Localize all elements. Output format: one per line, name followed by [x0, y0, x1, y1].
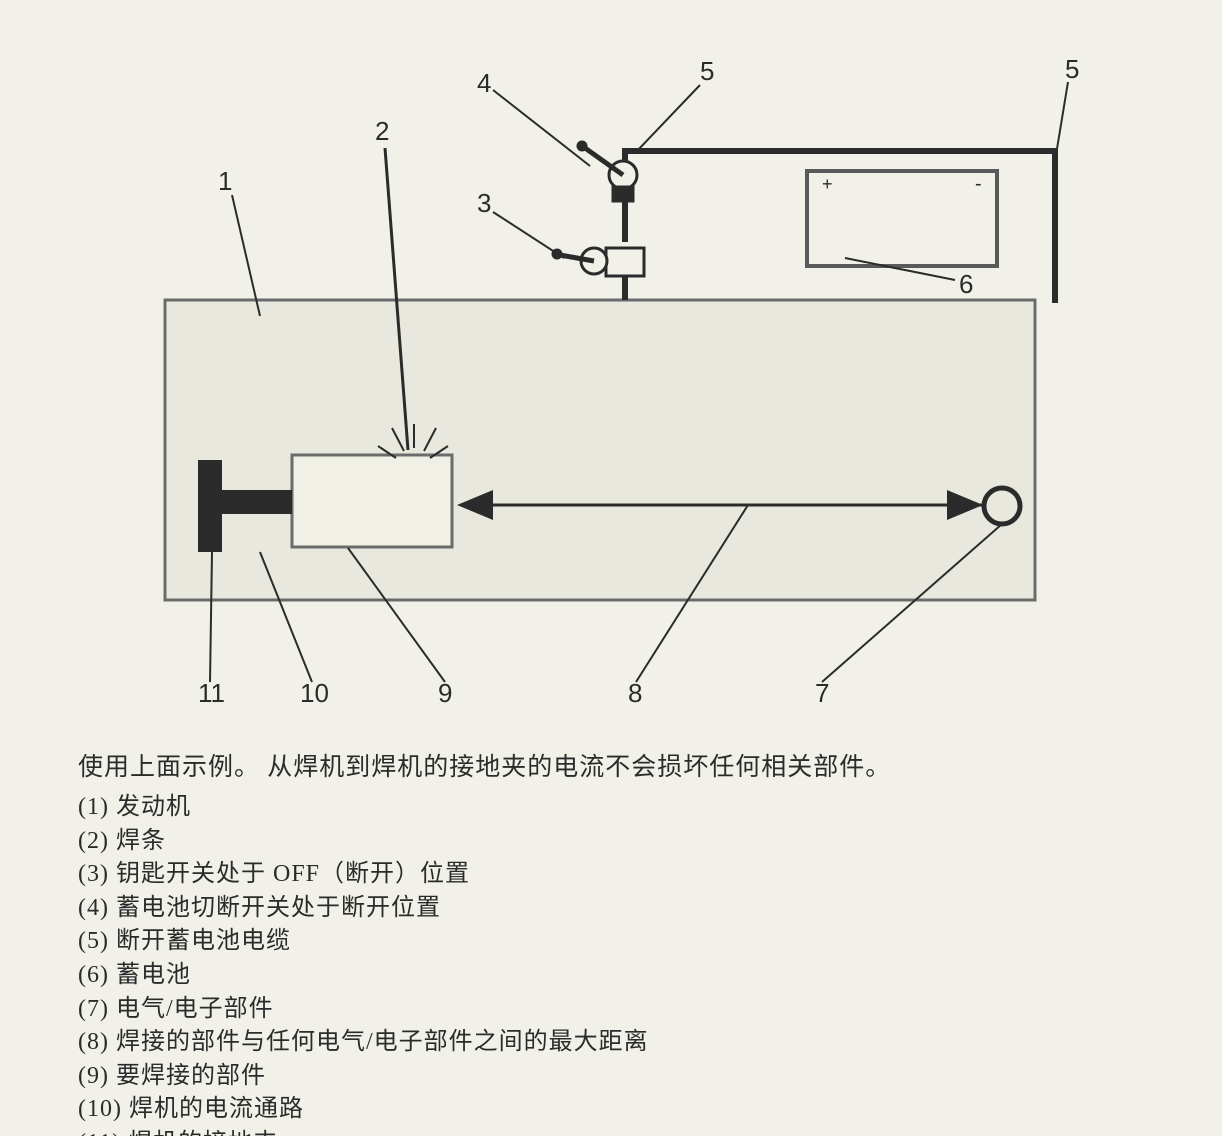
wiring-diagram: + -: [0, 0, 1222, 760]
legend-item-8: (8) 焊接的部件与任何电气/电子部件之间的最大距离: [78, 1026, 1138, 1060]
callout-1: 1: [218, 166, 232, 196]
callout-5a: 5: [700, 56, 714, 86]
callout-2: 2: [375, 116, 389, 146]
caption-block: 使用上面示例。 从焊机到焊机的接地夹的电流不会损坏任何相关部件。 (1) 发动机…: [78, 750, 1138, 1136]
legend-item-3: (3) 钥匙开关处于 OFF（断开）位置: [78, 858, 1138, 892]
callout-6: 6: [959, 269, 973, 299]
legend-item-6: (6) 蓄电池: [78, 959, 1138, 993]
legend-item-7: (7) 电气/电子部件: [78, 993, 1138, 1027]
page-root: + -: [0, 0, 1222, 1136]
callout-7: 7: [815, 678, 829, 708]
callout-4: 4: [477, 68, 491, 98]
svg-text:+: +: [822, 174, 833, 194]
callout-11: 11: [198, 678, 225, 708]
legend-item-10: (10) 焊机的电流通路: [78, 1093, 1138, 1127]
engine-block: [165, 300, 1035, 600]
battery-cable-assembly: [625, 151, 1055, 300]
legend-item-1: (1) 发动机: [78, 791, 1138, 825]
legend-item-5: (5) 断开蓄电池电缆: [78, 925, 1138, 959]
callout-9: 9: [438, 678, 452, 708]
weld-part: [292, 455, 452, 547]
callout-5b: 5: [1065, 54, 1079, 84]
caption-intro: 使用上面示例。 从焊机到焊机的接地夹的电流不会损坏任何相关部件。: [78, 750, 1138, 785]
legend-item-2: (2) 焊条: [78, 825, 1138, 859]
callout-10: 10: [300, 678, 329, 708]
callout-3: 3: [477, 188, 491, 218]
legend-item-11: (11) 焊机的接地夹: [78, 1127, 1138, 1136]
legend-item-9: (9) 要焊接的部件: [78, 1060, 1138, 1094]
svg-text:-: -: [975, 173, 982, 195]
key-switch: [552, 248, 644, 300]
battery: + -: [807, 171, 997, 266]
callout-8: 8: [628, 678, 642, 708]
ee-component: [984, 488, 1020, 524]
legend-item-4: (4) 蓄电池切断开关处于断开位置: [78, 892, 1138, 926]
